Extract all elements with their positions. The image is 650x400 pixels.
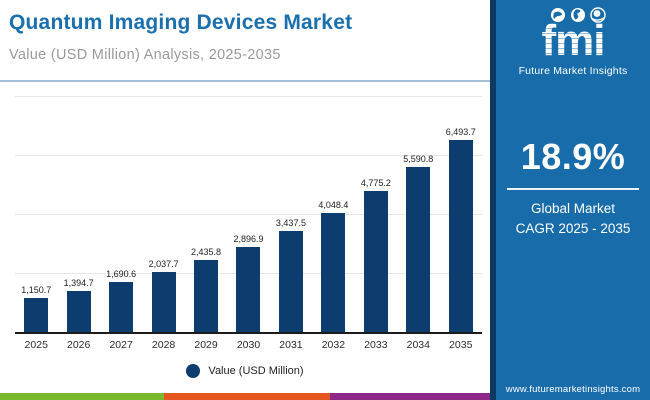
- bar: [194, 260, 219, 332]
- bar-column: 6,493.7: [440, 127, 482, 332]
- apac-globe-icon: [590, 7, 606, 23]
- plot-area: 1,150.7 1,394.7 1,690.6 2,037.7 2,435.8 2,896…: [15, 96, 482, 334]
- page-title: Quantum Imaging Devices Market: [9, 11, 353, 34]
- bar-value-label: 3,437.5: [275, 217, 306, 228]
- cagr-divider: [507, 188, 639, 190]
- bar: [278, 230, 303, 332]
- legend-dot-icon: [186, 364, 201, 378]
- cagr-caption-line1: Global Market: [530, 201, 616, 216]
- gridline-8000: [15, 96, 482, 97]
- bar: [24, 298, 49, 332]
- footer-color-stripe: [0, 393, 490, 400]
- header: Quantum Imaging Devices Market Value (US…: [0, 0, 490, 82]
- x-tick-label: 2031: [279, 339, 303, 351]
- x-tick-label: 2035: [449, 339, 473, 351]
- bar: [66, 290, 91, 332]
- americas-globe-icon: [551, 8, 565, 22]
- website-url: www.futuremarketinsights.com: [505, 384, 641, 395]
- globe-icons: [551, 7, 606, 23]
- x-tick-label: 2026: [67, 339, 91, 351]
- cagr-block: 18.9% Global Market CAGR 2025 - 2035: [496, 136, 650, 240]
- fmi-logo-caption: Future Market Insights: [518, 65, 628, 77]
- bar-column: 2,435.8: [185, 247, 227, 332]
- emea-globe-icon: [571, 8, 585, 22]
- x-axis-labels: 2025 2026 2027 2028 2029 2030 2031 2032 2033 2034…: [15, 339, 482, 351]
- chart-legend: Value (USD Million): [0, 364, 490, 378]
- x-tick-label: 2032: [321, 339, 346, 351]
- gridline-6000: [15, 155, 482, 156]
- bar-value-label: 4,048.4: [318, 199, 349, 210]
- bar-value-label: 2,896.9: [233, 233, 264, 244]
- bar: [448, 140, 473, 332]
- x-tick-label: 2028: [151, 339, 176, 351]
- bar-column: 2,037.7: [142, 259, 184, 332]
- bar-column: 4,775.2: [355, 178, 397, 332]
- bar: [236, 246, 261, 332]
- bar-value-label: 4,775.2: [360, 178, 391, 189]
- bar-column: 3,437.5: [270, 218, 312, 332]
- stripe-green-segment: [0, 393, 164, 400]
- x-tick-label: 2029: [194, 339, 218, 351]
- bar-column: 1,150.7: [15, 285, 57, 332]
- bar-value-label: 6,493.7: [445, 127, 476, 138]
- x-tick-label: 2025: [24, 339, 48, 351]
- bar-column: 1,690.6: [100, 269, 142, 332]
- fmi-wordmark: fmi: [541, 16, 606, 65]
- fmi-logo: fmi Future Market Insights: [496, 0, 650, 77]
- page-subtitle: Value (USD Million) Analysis, 2025-2035: [9, 47, 281, 63]
- bar: [363, 191, 388, 332]
- brand-sidebar: fmi Future Market Insights 18.9% Global …: [490, 0, 650, 400]
- cagr-value: 18.9%: [520, 136, 626, 177]
- x-tick-label: 2034: [406, 339, 430, 351]
- bar-value-label: 2,435.8: [191, 247, 222, 258]
- bar-value-label: 5,590.8: [403, 154, 434, 165]
- x-tick-label: 2030: [236, 339, 261, 351]
- x-tick-label: 2027: [109, 339, 133, 351]
- bar-value-label: 2,037.7: [148, 258, 179, 269]
- bar-column: 4,048.4: [312, 200, 354, 332]
- bar-column: 2,896.9: [227, 233, 269, 332]
- stripe-orange-segment: [164, 393, 330, 400]
- bar: [321, 212, 346, 332]
- bar: [109, 282, 134, 332]
- bar-value-label: 1,690.6: [106, 269, 137, 280]
- bars-container: 1,150.7 1,394.7 1,690.6 2,037.7 2,435.8 2,896…: [15, 96, 482, 332]
- stripe-purple-segment: [330, 393, 490, 400]
- cagr-caption-line2: CAGR 2025 - 2035: [515, 221, 631, 237]
- bar-value-label: 1,150.7: [21, 285, 52, 296]
- legend-label: Value (USD Million): [208, 365, 304, 377]
- chart-panel: Quantum Imaging Devices Market Value (US…: [0, 0, 490, 400]
- bar: [151, 271, 176, 332]
- bar: [406, 167, 431, 332]
- bar-value-label: 1,394.7: [63, 277, 94, 288]
- x-tick-label: 2033: [364, 339, 388, 351]
- bar-column: 5,590.8: [397, 154, 439, 332]
- gridline-4000: [15, 214, 482, 215]
- bar-column: 1,394.7: [57, 278, 99, 332]
